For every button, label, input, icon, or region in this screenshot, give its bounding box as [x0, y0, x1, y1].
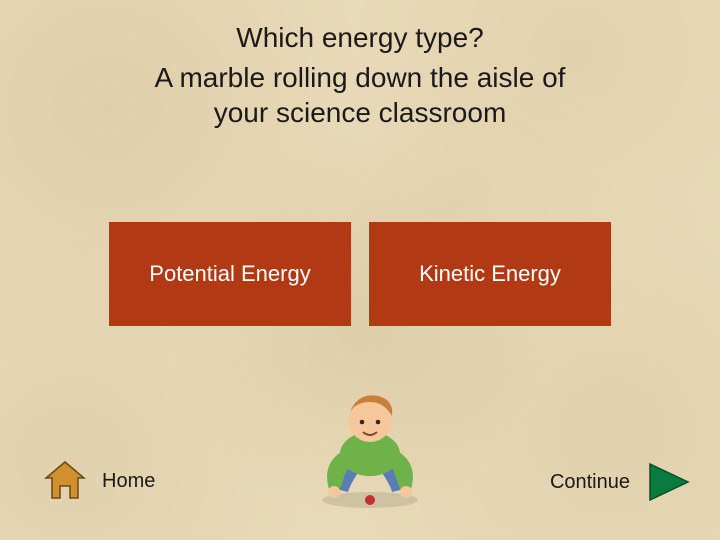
answer-right-label: Kinetic Energy	[419, 261, 561, 287]
home-label: Home	[102, 470, 155, 493]
answer-left-label: Potential Energy	[149, 261, 310, 287]
question-text: A marble rolling down the aisle of your …	[0, 60, 720, 130]
illustration-eye-left	[360, 420, 365, 425]
question-block: Which energy type? A marble rolling down…	[0, 0, 720, 130]
question-text-line1: A marble rolling down the aisle of	[155, 62, 566, 93]
illustration-hand-left	[328, 486, 340, 498]
illustration-marble	[365, 495, 375, 505]
answer-kinetic-energy[interactable]: Kinetic Energy	[369, 222, 611, 326]
play-icon	[644, 460, 692, 504]
child-playing-marbles-illustration	[300, 372, 440, 512]
answer-potential-energy[interactable]: Potential Energy	[109, 222, 351, 326]
home-button[interactable]: Home	[42, 458, 155, 504]
answers-row: Potential Energy Kinetic Energy	[0, 222, 720, 326]
play-icon-shape	[650, 464, 688, 500]
continue-button[interactable]: Continue	[550, 460, 692, 504]
question-title: Which energy type?	[0, 22, 720, 54]
question-text-line2: your science classroom	[214, 97, 507, 128]
home-icon	[42, 458, 88, 504]
continue-label: Continue	[550, 471, 630, 494]
illustration-hand-right	[400, 486, 412, 498]
illustration-eye-right	[376, 420, 381, 425]
